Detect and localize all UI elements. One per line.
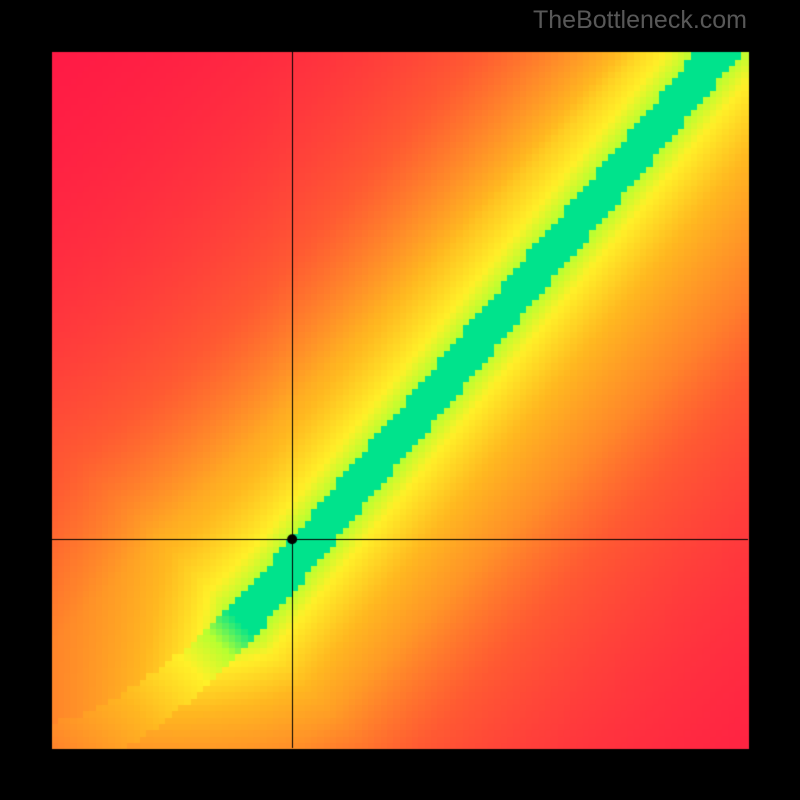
chart-container: TheBottleneck.com — [0, 0, 800, 800]
bottleneck-heatmap — [0, 0, 800, 800]
